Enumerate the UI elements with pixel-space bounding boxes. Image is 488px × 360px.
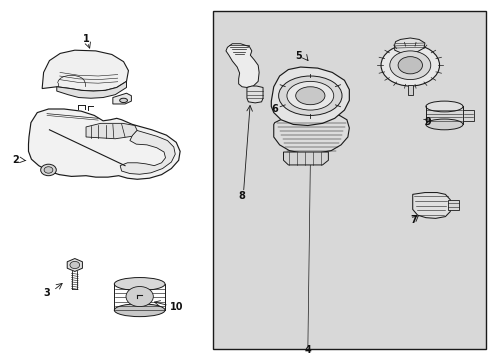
Polygon shape xyxy=(412,193,449,219)
Text: 1: 1 xyxy=(82,34,89,44)
Text: 7: 7 xyxy=(409,215,416,225)
Text: 10: 10 xyxy=(169,302,183,312)
Ellipse shape xyxy=(120,98,127,103)
Polygon shape xyxy=(57,81,126,98)
Polygon shape xyxy=(67,258,82,271)
Ellipse shape xyxy=(425,119,462,130)
Text: 9: 9 xyxy=(424,117,431,127)
Polygon shape xyxy=(86,123,137,139)
Polygon shape xyxy=(113,93,131,104)
Text: 6: 6 xyxy=(271,104,278,114)
Ellipse shape xyxy=(114,304,164,317)
Text: 3: 3 xyxy=(43,288,50,298)
Polygon shape xyxy=(120,131,175,174)
Ellipse shape xyxy=(70,261,80,269)
Polygon shape xyxy=(42,50,128,91)
Polygon shape xyxy=(271,67,348,126)
Polygon shape xyxy=(394,38,424,53)
Text: 4: 4 xyxy=(304,345,311,355)
Polygon shape xyxy=(28,109,180,179)
Text: 8: 8 xyxy=(238,191,245,201)
Polygon shape xyxy=(246,86,263,103)
Polygon shape xyxy=(273,112,348,153)
Ellipse shape xyxy=(389,51,430,80)
Ellipse shape xyxy=(126,287,153,307)
Ellipse shape xyxy=(295,87,325,105)
Text: 5: 5 xyxy=(294,51,301,61)
Polygon shape xyxy=(447,200,458,211)
Polygon shape xyxy=(283,152,328,165)
Ellipse shape xyxy=(425,101,462,112)
Polygon shape xyxy=(462,110,473,121)
Polygon shape xyxy=(407,85,412,95)
Text: 2: 2 xyxy=(12,155,19,165)
Ellipse shape xyxy=(44,167,53,173)
Ellipse shape xyxy=(41,164,56,176)
Polygon shape xyxy=(225,44,259,87)
Ellipse shape xyxy=(286,81,333,110)
Ellipse shape xyxy=(278,76,341,116)
Ellipse shape xyxy=(380,44,439,86)
Bar xyxy=(212,12,485,348)
Ellipse shape xyxy=(397,57,422,74)
Ellipse shape xyxy=(114,278,164,291)
